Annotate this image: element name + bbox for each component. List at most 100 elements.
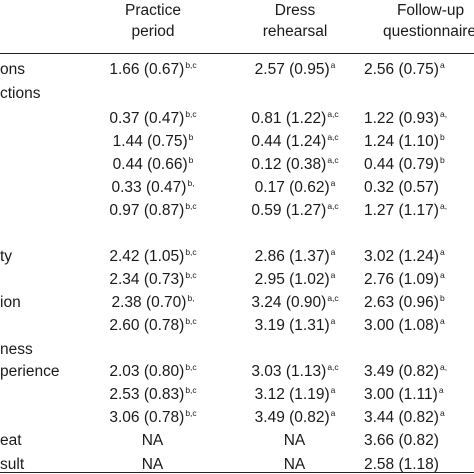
table-cell: NA <box>284 455 307 474</box>
table-cell <box>364 340 365 360</box>
cell-value: 0.59 (1.27) <box>251 202 327 219</box>
cell-value: NA <box>283 432 306 449</box>
cell-superscript: b,c <box>185 59 197 70</box>
column-header-line1: Dress <box>274 2 316 19</box>
cell-value: 3.66 (0.82) <box>364 432 439 449</box>
table-cell: 2.60 (0.78)b,c <box>109 316 196 336</box>
cell-value: 2.42 (1.05) <box>109 248 185 265</box>
cell-superscript: a, <box>439 361 448 372</box>
table-cell: 2.38 (0.70)b, <box>111 293 194 313</box>
cell-superscript: a <box>330 384 336 395</box>
table-cell: 0.17 (0.62)a <box>255 178 336 198</box>
table-cell: 1.24 (1.10)b <box>364 132 445 152</box>
table-cell: 3.49 (0.82)a, <box>364 362 447 382</box>
table-cell: 2.56 (0.75)a <box>364 60 445 80</box>
cell-value: 2.38 (0.70) <box>111 294 187 311</box>
cell-superscript: a <box>439 59 445 70</box>
cell-superscript: a <box>439 407 445 418</box>
cell-superscript: a <box>330 315 336 326</box>
table-cell <box>153 84 154 104</box>
table-cell: 0.12 (0.38)a,c <box>251 155 338 175</box>
row-label: ty <box>0 248 13 265</box>
column-header-practice-period: Practice period <box>125 0 181 42</box>
cell-value: 2.56 (0.75) <box>364 61 439 78</box>
cell-value: 2.76 (1.09) <box>364 271 439 288</box>
cell-value: 3.12 (1.19) <box>254 386 330 403</box>
table-cell <box>295 340 296 360</box>
table-cell: 0.44 (0.66)b <box>113 155 194 175</box>
cell-superscript: a <box>439 269 445 280</box>
cell-value: 0.81 (1.22) <box>251 110 327 127</box>
cell-superscript: b,c <box>185 108 197 119</box>
table-cell: 0.97 (0.87)b,c <box>109 201 196 221</box>
table-cell: 3.00 (1.11)a <box>364 385 444 405</box>
table-cell <box>295 84 296 104</box>
cell-value: 3.02 (1.24) <box>364 248 439 265</box>
table-cell: 2.76 (1.09)a <box>364 270 445 290</box>
table-cell: 3.44 (0.82)a <box>364 408 445 428</box>
table-cell: 3.24 (0.90)a,c <box>251 293 338 313</box>
cell-value: 2.53 (0.83) <box>109 386 185 403</box>
cell-value: 0.44 (0.66) <box>112 156 188 173</box>
table-cell: 2.03 (0.80)b,c <box>109 362 196 382</box>
cell-superscript: b <box>439 292 445 303</box>
row-label: eat <box>0 432 22 449</box>
cell-superscript: b,c <box>185 200 197 211</box>
table-cell: 3.19 (1.31)a <box>255 316 336 336</box>
cell-superscript: a,c <box>327 361 339 372</box>
row-label: perience <box>0 363 60 380</box>
cell-value: 0.44 (1.24) <box>251 133 327 150</box>
row-label: ctions <box>0 85 41 102</box>
cell-superscript: a <box>330 59 336 70</box>
table-cell: 0.59 (1.27)a,c <box>251 201 338 221</box>
cell-value: 0.12 (0.38) <box>251 156 327 173</box>
cell-value: 2.58 (1.18) <box>364 456 439 473</box>
table-cell: 2.63 (0.96)b <box>364 293 445 313</box>
cell-value: 1.22 (0.93) <box>364 110 439 127</box>
cell-superscript: b,c <box>185 407 197 418</box>
table-cell: 0.44 (1.24)a,c <box>251 132 338 152</box>
cell-superscript: b <box>439 154 445 165</box>
cell-value: 2.57 (0.95) <box>254 61 330 78</box>
cell-value: 2.86 (1.37) <box>254 248 330 265</box>
cell-superscript: a <box>438 384 444 395</box>
row-label: ons <box>0 61 25 78</box>
cell-value: 3.19 (1.31) <box>254 317 330 334</box>
cell-superscript: b,c <box>185 361 197 372</box>
table-cell: 2.53 (0.83)b,c <box>109 385 196 405</box>
column-header-dress-rehearsal: Dress rehearsal <box>263 0 328 42</box>
table-cell: 0.32 (0.57) <box>364 178 440 198</box>
cell-value: 3.00 (1.11) <box>364 386 438 403</box>
table-cell: 3.66 (0.82) <box>364 431 440 451</box>
table-cell: 2.86 (1.37)a <box>255 247 336 267</box>
cell-value: NA <box>283 456 306 473</box>
cell-value: 2.95 (1.02) <box>254 271 330 288</box>
table-cell: 2.95 (1.02)a <box>255 270 336 290</box>
cell-value: 2.63 (0.96) <box>364 294 439 311</box>
cell-superscript: a <box>330 246 336 257</box>
cell-value: 3.49 (0.82) <box>364 363 439 380</box>
cell-value: 0.32 (0.57) <box>364 179 439 196</box>
table-cell: 3.49 (0.82)a <box>255 408 336 428</box>
cell-value: 1.66 (0.67) <box>109 61 185 78</box>
column-header-line1: Follow-up <box>396 2 465 19</box>
table-cell: 3.06 (0.78)b,c <box>109 408 196 428</box>
table-cell: 0.44 (0.79)b <box>364 155 445 175</box>
row-label: ion <box>0 294 21 311</box>
table-cell: 1.66 (0.67)b,c <box>109 60 196 80</box>
cell-value: 3.44 (0.82) <box>364 409 439 426</box>
column-header-line1: Practice <box>125 2 181 19</box>
cell-superscript: b, <box>187 292 195 303</box>
table-cell: 1.44 (0.75)b <box>113 132 194 152</box>
cell-value: 0.97 (0.87) <box>109 202 185 219</box>
cell-superscript: a <box>330 269 336 280</box>
column-header-follow-up-questionnaire: Follow-up questionnaire <box>383 0 474 42</box>
cell-value: 1.27 (1.17) <box>364 202 439 219</box>
cell-superscript: a <box>330 177 336 188</box>
column-header-line2: period <box>131 23 175 40</box>
cell-value: 2.60 (0.78) <box>109 317 185 334</box>
cell-value: 3.06 (0.78) <box>109 409 185 426</box>
row-label: ness <box>0 341 33 358</box>
cell-superscript: b <box>439 131 445 142</box>
